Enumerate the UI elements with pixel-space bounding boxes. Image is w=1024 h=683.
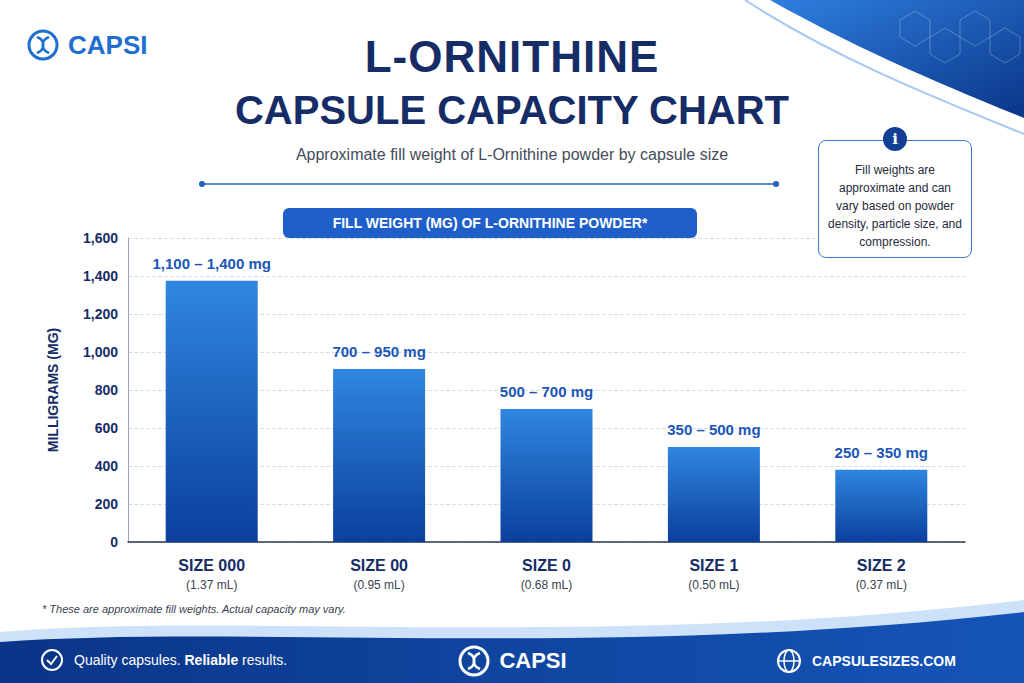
svg-text:(0.50 mL): (0.50 mL)	[688, 578, 739, 592]
svg-text:SIZE 000: SIZE 000	[178, 557, 245, 574]
svg-text:250 – 350 mg: 250 – 350 mg	[835, 444, 928, 461]
svg-text:600: 600	[95, 420, 119, 436]
html-text:L-ORNITHINE: L-ORNITHINE	[364, 32, 660, 81]
html-text:Quality capsules. Reliable res: Quality capsules. Reliable results.	[74, 652, 288, 668]
svg-text:1,100 – 1,400 mg: 1,100 – 1,400 mg	[152, 255, 270, 272]
html-text:FILL WEIGHT (MG) OF L-ORNITHIN: FILL WEIGHT (MG) OF L-ORNITHINE POWDER*	[332, 215, 648, 231]
svg-text:SIZE 00: SIZE 00	[350, 557, 408, 574]
svg-text:800: 800	[95, 382, 119, 398]
svg-text:(0.95 mL): (0.95 mL)	[353, 578, 404, 592]
svg-text:1,600: 1,600	[83, 230, 118, 246]
svg-text:(1.37 mL): (1.37 mL)	[186, 578, 237, 592]
html-text:Approximate fill weight of L-O: Approximate fill weight of L-Ornithine p…	[295, 146, 729, 163]
svg-text:(0.37 mL): (0.37 mL)	[856, 578, 907, 592]
svg-text:200: 200	[95, 496, 119, 512]
svg-text:400: 400	[95, 458, 119, 474]
svg-text:1,200: 1,200	[83, 306, 118, 322]
svg-text:(0.68 mL): (0.68 mL)	[521, 578, 572, 592]
html-text:CAPSULE CAPACITY CHART: CAPSULE CAPACITY CHART	[234, 88, 789, 132]
svg-text:350 – 500 mg: 350 – 500 mg	[667, 421, 760, 438]
svg-text:SIZE 2: SIZE 2	[857, 557, 906, 574]
html-text:* These are approximate fill w: * These are approximate fill weights. Ac…	[42, 603, 346, 615]
svg-text:MILLIGRAMS (MG): MILLIGRAMS (MG)	[45, 328, 61, 452]
html-text:CAPSI: CAPSI	[499, 648, 567, 673]
html-text:CAPSI: CAPSI	[68, 29, 148, 60]
svg-text:0: 0	[110, 534, 118, 550]
svg-text:1,400: 1,400	[83, 268, 118, 284]
svg-text:1,000: 1,000	[83, 344, 118, 360]
svg-text:SIZE 1: SIZE 1	[689, 557, 738, 574]
html-text:i: i	[892, 130, 898, 148]
html-text:Fill weights are approximate a: Fill weights are approximate and can var…	[828, 163, 962, 249]
svg-text:500 – 700 mg: 500 – 700 mg	[500, 383, 593, 400]
html-text:CAPSULESIZES.COM: CAPSULESIZES.COM	[812, 653, 956, 669]
svg-text:SIZE 0: SIZE 0	[522, 557, 571, 574]
svg-text:700 – 950 mg: 700 – 950 mg	[332, 343, 425, 360]
